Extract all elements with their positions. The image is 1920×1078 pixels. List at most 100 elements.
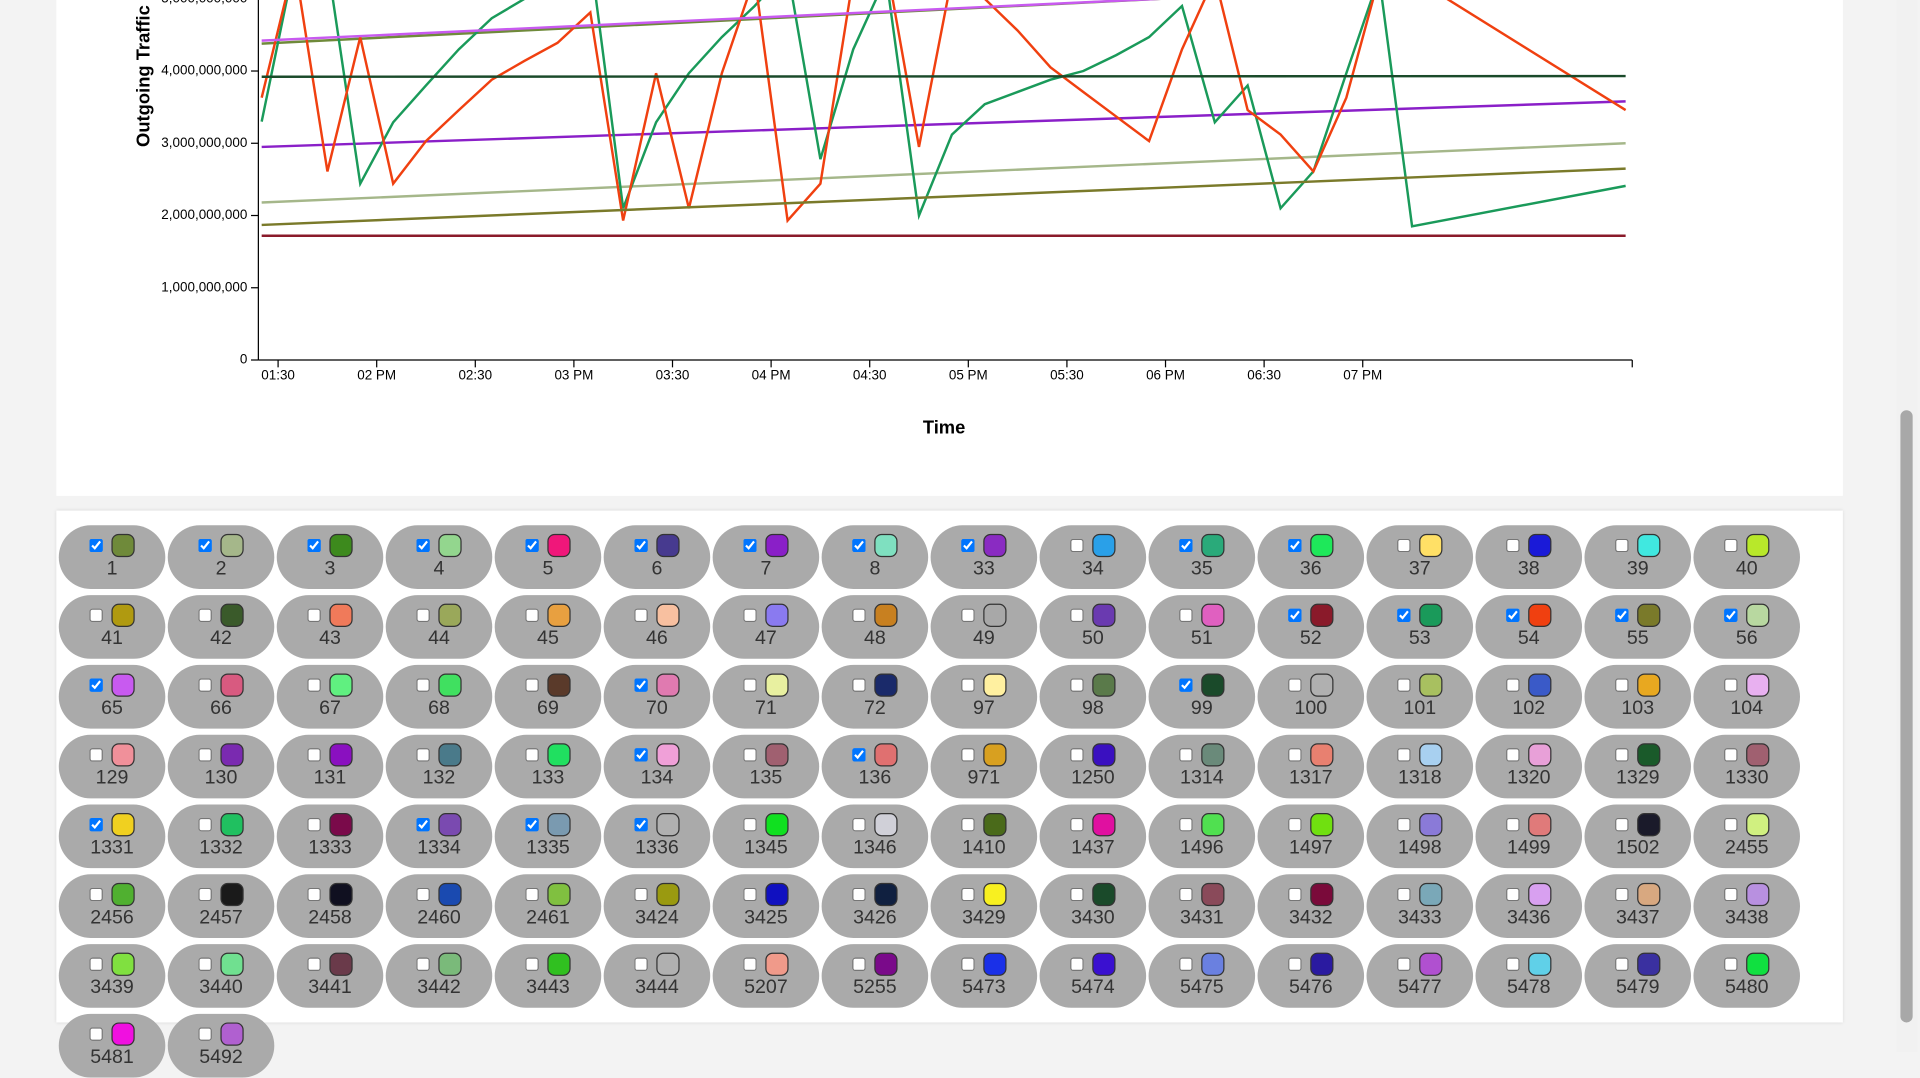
legend-checkbox[interactable] [1397, 957, 1411, 972]
legend-item[interactable]: 1 [58, 525, 166, 589]
legend-checkbox[interactable] [852, 748, 866, 762]
legend-checkbox[interactable] [1397, 608, 1411, 623]
legend-checkbox[interactable] [634, 538, 648, 553]
legend-item[interactable]: 3433 [1366, 874, 1474, 938]
legend-item[interactable]: 1318 [1366, 734, 1474, 799]
legend-item[interactable]: 5207 [712, 944, 820, 1008]
legend-item[interactable]: 5492 [167, 1013, 275, 1078]
legend-checkbox[interactable] [1397, 538, 1411, 553]
legend-checkbox[interactable] [1506, 538, 1520, 553]
legend-item[interactable]: 45 [494, 595, 602, 659]
legend-item[interactable]: 3424 [603, 874, 711, 938]
legend-checkbox[interactable] [1397, 817, 1411, 832]
legend-item[interactable]: 67 [276, 664, 384, 729]
legend-item[interactable]: 1317 [1257, 734, 1365, 799]
legend-item[interactable]: 3440 [167, 944, 275, 1008]
legend-item[interactable]: 46 [603, 595, 711, 659]
legend-checkbox[interactable] [198, 748, 212, 762]
legend-item[interactable]: 1329 [1584, 734, 1692, 799]
legend-checkbox[interactable] [1288, 608, 1302, 623]
legend-checkbox[interactable] [1724, 887, 1738, 902]
legend-item[interactable]: 69 [494, 664, 602, 729]
legend-checkbox[interactable] [961, 887, 975, 902]
legend-checkbox[interactable] [416, 817, 430, 832]
legend-item[interactable]: 98 [1039, 664, 1147, 729]
legend-checkbox[interactable] [1615, 538, 1629, 553]
legend-checkbox[interactable] [1724, 538, 1738, 553]
legend-checkbox[interactable] [743, 748, 757, 762]
legend-checkbox[interactable] [1397, 748, 1411, 762]
legend-item[interactable]: 53 [1366, 595, 1474, 659]
legend-item[interactable]: 1331 [58, 804, 166, 869]
legend-checkbox[interactable] [1506, 957, 1520, 972]
legend-checkbox[interactable] [1397, 678, 1411, 692]
legend-checkbox[interactable] [1070, 817, 1084, 832]
legend-item[interactable]: 97 [930, 664, 1038, 729]
legend-checkbox[interactable] [961, 817, 975, 832]
legend-checkbox[interactable] [307, 748, 321, 762]
legend-checkbox[interactable] [852, 817, 866, 832]
legend-item[interactable]: 54 [1475, 595, 1583, 659]
legend-item[interactable]: 1336 [603, 804, 711, 869]
legend-checkbox[interactable] [1615, 678, 1629, 692]
legend-checkbox[interactable] [1070, 748, 1084, 762]
legend-checkbox[interactable] [743, 957, 757, 972]
legend-checkbox[interactable] [525, 678, 539, 692]
legend-item[interactable]: 1314 [1148, 734, 1256, 799]
scrollbar[interactable] [1896, 0, 1918, 1052]
legend-item[interactable]: 5475 [1148, 944, 1256, 1008]
legend-item[interactable]: 47 [712, 595, 820, 659]
legend-item[interactable]: 1334 [385, 804, 493, 869]
legend-item[interactable]: 3441 [276, 944, 384, 1008]
legend-item[interactable]: 1502 [1584, 804, 1692, 869]
legend-checkbox[interactable] [1179, 748, 1193, 762]
legend-item[interactable]: 3430 [1039, 874, 1147, 938]
legend-item[interactable]: 5480 [1693, 944, 1801, 1008]
legend-checkbox[interactable] [416, 678, 430, 692]
legend-item[interactable]: 40 [1693, 525, 1801, 589]
legend-checkbox[interactable] [525, 748, 539, 762]
legend-checkbox[interactable] [743, 817, 757, 832]
legend-item[interactable]: 65 [58, 664, 166, 729]
legend-item[interactable]: 133 [494, 734, 602, 799]
legend-checkbox[interactable] [634, 678, 648, 692]
legend-item[interactable]: 99 [1148, 664, 1256, 729]
legend-checkbox[interactable] [634, 957, 648, 972]
legend-checkbox[interactable] [961, 608, 975, 623]
legend-item[interactable]: 3 [276, 525, 384, 589]
legend-checkbox[interactable] [89, 957, 103, 972]
legend-checkbox[interactable] [525, 957, 539, 972]
legend-item[interactable]: 5477 [1366, 944, 1474, 1008]
legend-checkbox[interactable] [89, 817, 103, 832]
legend-checkbox[interactable] [852, 957, 866, 972]
legend-item[interactable]: 36 [1257, 525, 1365, 589]
legend-item[interactable]: 132 [385, 734, 493, 799]
legend-checkbox[interactable] [1506, 748, 1520, 762]
legend-checkbox[interactable] [1288, 678, 1302, 692]
legend-checkbox[interactable] [743, 678, 757, 692]
legend-checkbox[interactable] [634, 887, 648, 902]
legend-checkbox[interactable] [307, 817, 321, 832]
legend-item[interactable]: 56 [1693, 595, 1801, 659]
legend-checkbox[interactable] [416, 887, 430, 902]
legend-item[interactable]: 70 [603, 664, 711, 729]
legend-checkbox[interactable] [1615, 608, 1629, 623]
legend-checkbox[interactable] [525, 817, 539, 832]
legend-item[interactable]: 48 [821, 595, 929, 659]
legend-checkbox[interactable] [1179, 608, 1193, 623]
legend-item[interactable]: 7 [712, 525, 820, 589]
legend-item[interactable]: 1250 [1039, 734, 1147, 799]
legend-checkbox[interactable] [198, 887, 212, 902]
legend-item[interactable]: 129 [58, 734, 166, 799]
legend-checkbox[interactable] [89, 1027, 103, 1041]
legend-item[interactable]: 102 [1475, 664, 1583, 729]
legend-item[interactable]: 4 [385, 525, 493, 589]
legend-checkbox[interactable] [634, 608, 648, 623]
legend-checkbox[interactable] [307, 957, 321, 972]
legend-item[interactable]: 6 [603, 525, 711, 589]
scrollbar-thumb[interactable] [1900, 410, 1913, 1023]
legend-checkbox[interactable] [1724, 817, 1738, 832]
legend-item[interactable]: 5478 [1475, 944, 1583, 1008]
legend-checkbox[interactable] [743, 608, 757, 623]
legend-item[interactable]: 51 [1148, 595, 1256, 659]
